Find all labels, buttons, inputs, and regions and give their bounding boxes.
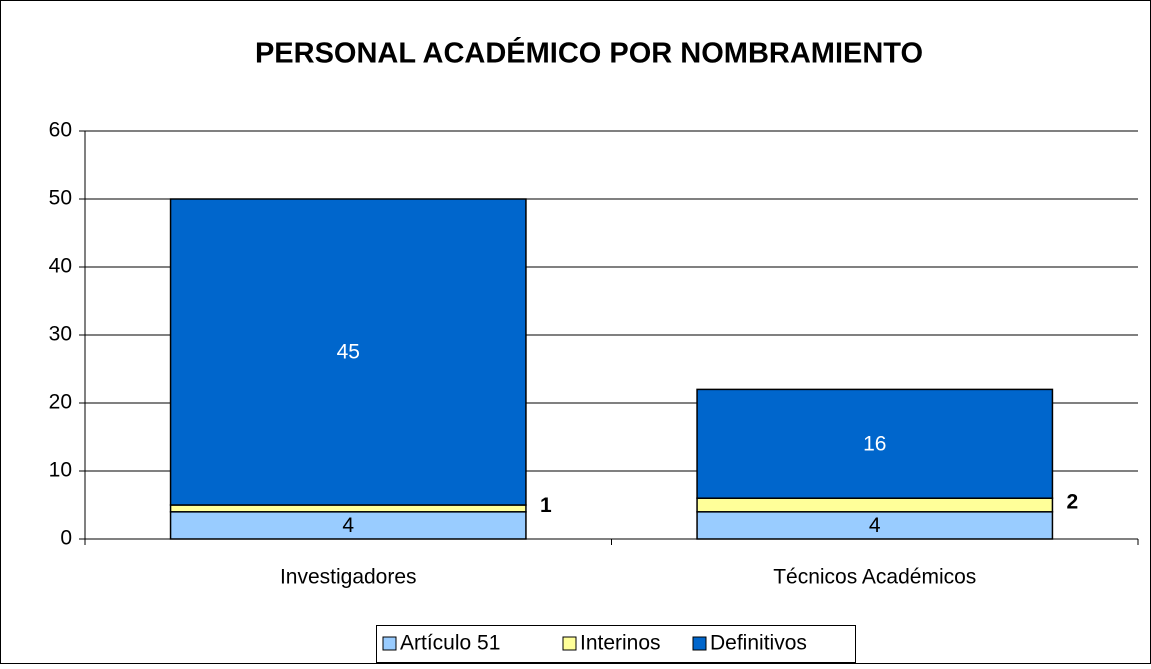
legend-label: Definitivos <box>710 632 807 655</box>
data-label: 4 <box>342 514 354 537</box>
legend-box <box>376 625 856 663</box>
bar-segment <box>169 198 527 506</box>
legend-label: Artículo 51 <box>400 632 500 655</box>
bar-segment <box>696 497 1054 513</box>
chart-title: PERSONAL ACADÉMICO POR NOMBRAMIENTO <box>255 36 923 70</box>
y-tick-label: 40 <box>49 255 72 278</box>
data-label: 2 <box>1066 491 1078 514</box>
y-tick-label: 60 <box>49 119 72 142</box>
legend-swatch <box>562 636 577 651</box>
legend-label: Interinos <box>580 632 661 655</box>
y-tick-label: 50 <box>49 187 72 210</box>
legend-swatch <box>382 636 397 651</box>
x-tick-label: Técnicos Académicos <box>773 566 976 589</box>
y-tick-label: 30 <box>49 323 72 346</box>
data-label: 45 <box>337 341 360 364</box>
bar-segment <box>169 504 527 513</box>
legend-swatch <box>692 636 707 651</box>
y-tick-label: 20 <box>49 391 72 414</box>
data-label: 16 <box>863 432 886 455</box>
data-label: 4 <box>869 514 881 537</box>
y-tick-label: 10 <box>49 459 72 482</box>
data-label: 1 <box>540 494 552 517</box>
bar-segment <box>696 388 1054 499</box>
y-tick-label: 0 <box>60 527 72 550</box>
x-tick-label: Investigadores <box>280 566 417 589</box>
